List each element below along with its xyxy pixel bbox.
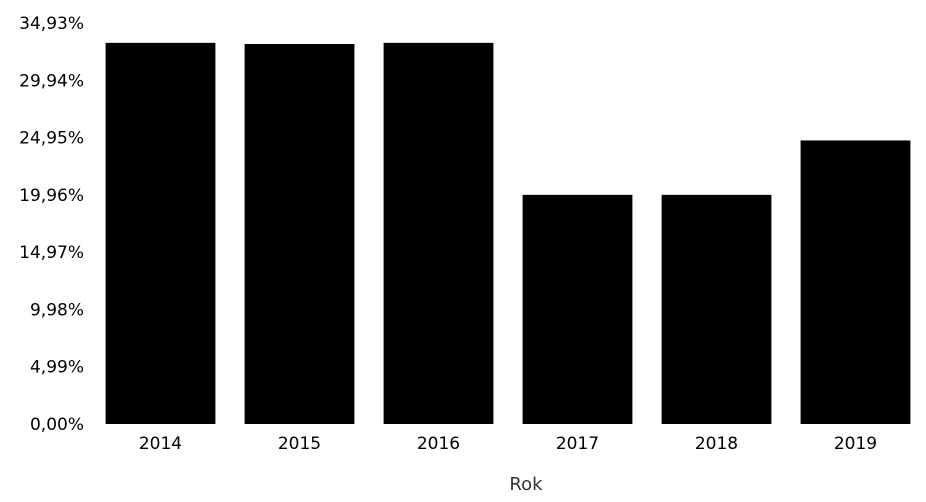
y-tick-label: 14,97% bbox=[19, 243, 84, 263]
y-tick-label: 0,00% bbox=[30, 415, 84, 435]
bar-2018 bbox=[661, 194, 772, 424]
x-tick-label: 2015 bbox=[278, 434, 321, 454]
y-tick-label: 4,99% bbox=[30, 358, 84, 378]
bar-2016 bbox=[383, 42, 494, 425]
x-axis: 2014 2015 2016 2017 2018 2019 bbox=[139, 434, 877, 454]
y-tick-label: 34,93% bbox=[19, 14, 84, 34]
x-tick-label: 2019 bbox=[834, 434, 877, 454]
bar-2017 bbox=[522, 194, 633, 424]
x-tick-label: 2016 bbox=[417, 434, 460, 454]
x-tick-label: 2017 bbox=[556, 434, 599, 454]
y-tick-label: 19,96% bbox=[19, 186, 84, 206]
x-tick-label: 2014 bbox=[139, 434, 182, 454]
bar-2014 bbox=[105, 42, 216, 425]
y-tick-label: 24,95% bbox=[19, 129, 84, 149]
bar-2015 bbox=[244, 44, 355, 425]
y-tick-label: 9,98% bbox=[30, 300, 84, 320]
x-tick-label: 2018 bbox=[695, 434, 738, 454]
y-tick-label: 29,94% bbox=[19, 71, 84, 91]
y-axis: 0,00% 4,99% 9,98% 14,97% 19,96% 24,95% 29,94% 3… bbox=[19, 14, 84, 435]
bars bbox=[105, 42, 911, 425]
x-axis-title: Rok bbox=[509, 474, 543, 495]
bar-2019 bbox=[800, 140, 911, 424]
